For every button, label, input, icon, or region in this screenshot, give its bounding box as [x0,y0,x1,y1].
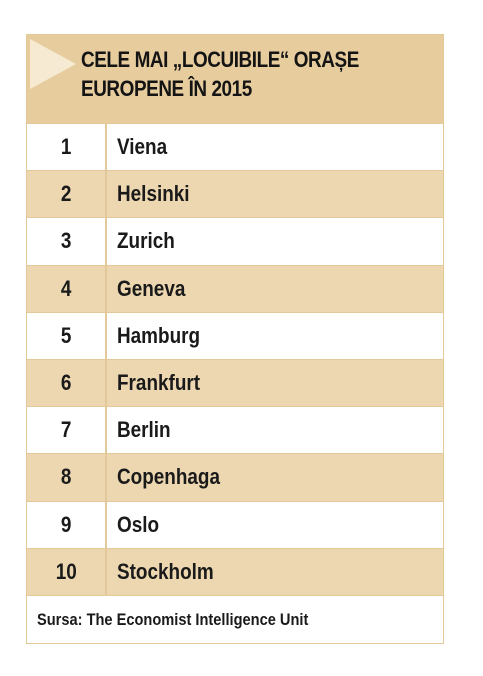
rank-cell: 7 [27,407,107,454]
city-cell: Frankfurt [117,370,201,396]
rank-cell: 6 [27,359,107,407]
table-header: CELE MAI „LOCUIBILE“ ORAȘE EUROPENE ÎN 2… [27,35,443,123]
rank-cell: 4 [27,265,107,312]
ranking-table-card: CELE MAI „LOCUIBILE“ ORAȘE EUROPENE ÎN 2… [26,34,444,644]
rank-cell: 9 [27,501,107,548]
table-row: 9 Oslo [27,500,443,548]
rank-cell: 3 [27,218,107,265]
table-row: 10 Stockholm [27,547,443,595]
table-row: 3 Zurich [27,217,443,265]
table-row: 2 Helsinki [27,170,443,218]
ranking-rows: 1 Viena 2 Helsinki 3 Zurich 4 Geneva 5 H… [27,123,443,595]
rank-cell: 5 [27,312,107,359]
city-cell: Geneva [117,275,186,301]
table-row: 4 Geneva [27,264,443,312]
table-row: 8 Copenhaga [27,453,443,501]
source-footer: Sursa: The Economist Intelligence Unit [27,595,443,643]
city-cell: Oslo [117,511,160,537]
table-title: CELE MAI „LOCUIBILE“ ORAȘE EUROPENE ÎN 2… [81,45,387,103]
city-cell: Zurich [117,228,175,254]
city-cell: Hamburg [117,322,201,348]
rank-cell: 2 [27,171,107,218]
title-line-1: CELE MAI „LOCUIBILE“ ORAȘE [81,47,359,72]
source-text: Sursa: The Economist Intelligence Unit [37,610,309,629]
rank-cell: 1 [27,124,107,171]
rank-cell: 10 [27,548,107,595]
city-cell: Helsinki [117,181,190,207]
table-row: 6 Frankfurt [27,358,443,407]
table-row: 5 Hamburg [27,311,443,359]
city-cell: Copenhaga [117,464,221,490]
city-cell: Viena [117,134,168,160]
city-cell: Stockholm [117,558,214,584]
city-cell: Berlin [117,417,171,443]
title-line-2: EUROPENE ÎN 2015 [81,76,252,101]
rank-cell: 8 [27,454,107,501]
table-row: 7 Berlin [27,406,443,454]
arrow-triangle-icon [30,39,76,89]
table-row: 1 Viena [27,123,443,171]
